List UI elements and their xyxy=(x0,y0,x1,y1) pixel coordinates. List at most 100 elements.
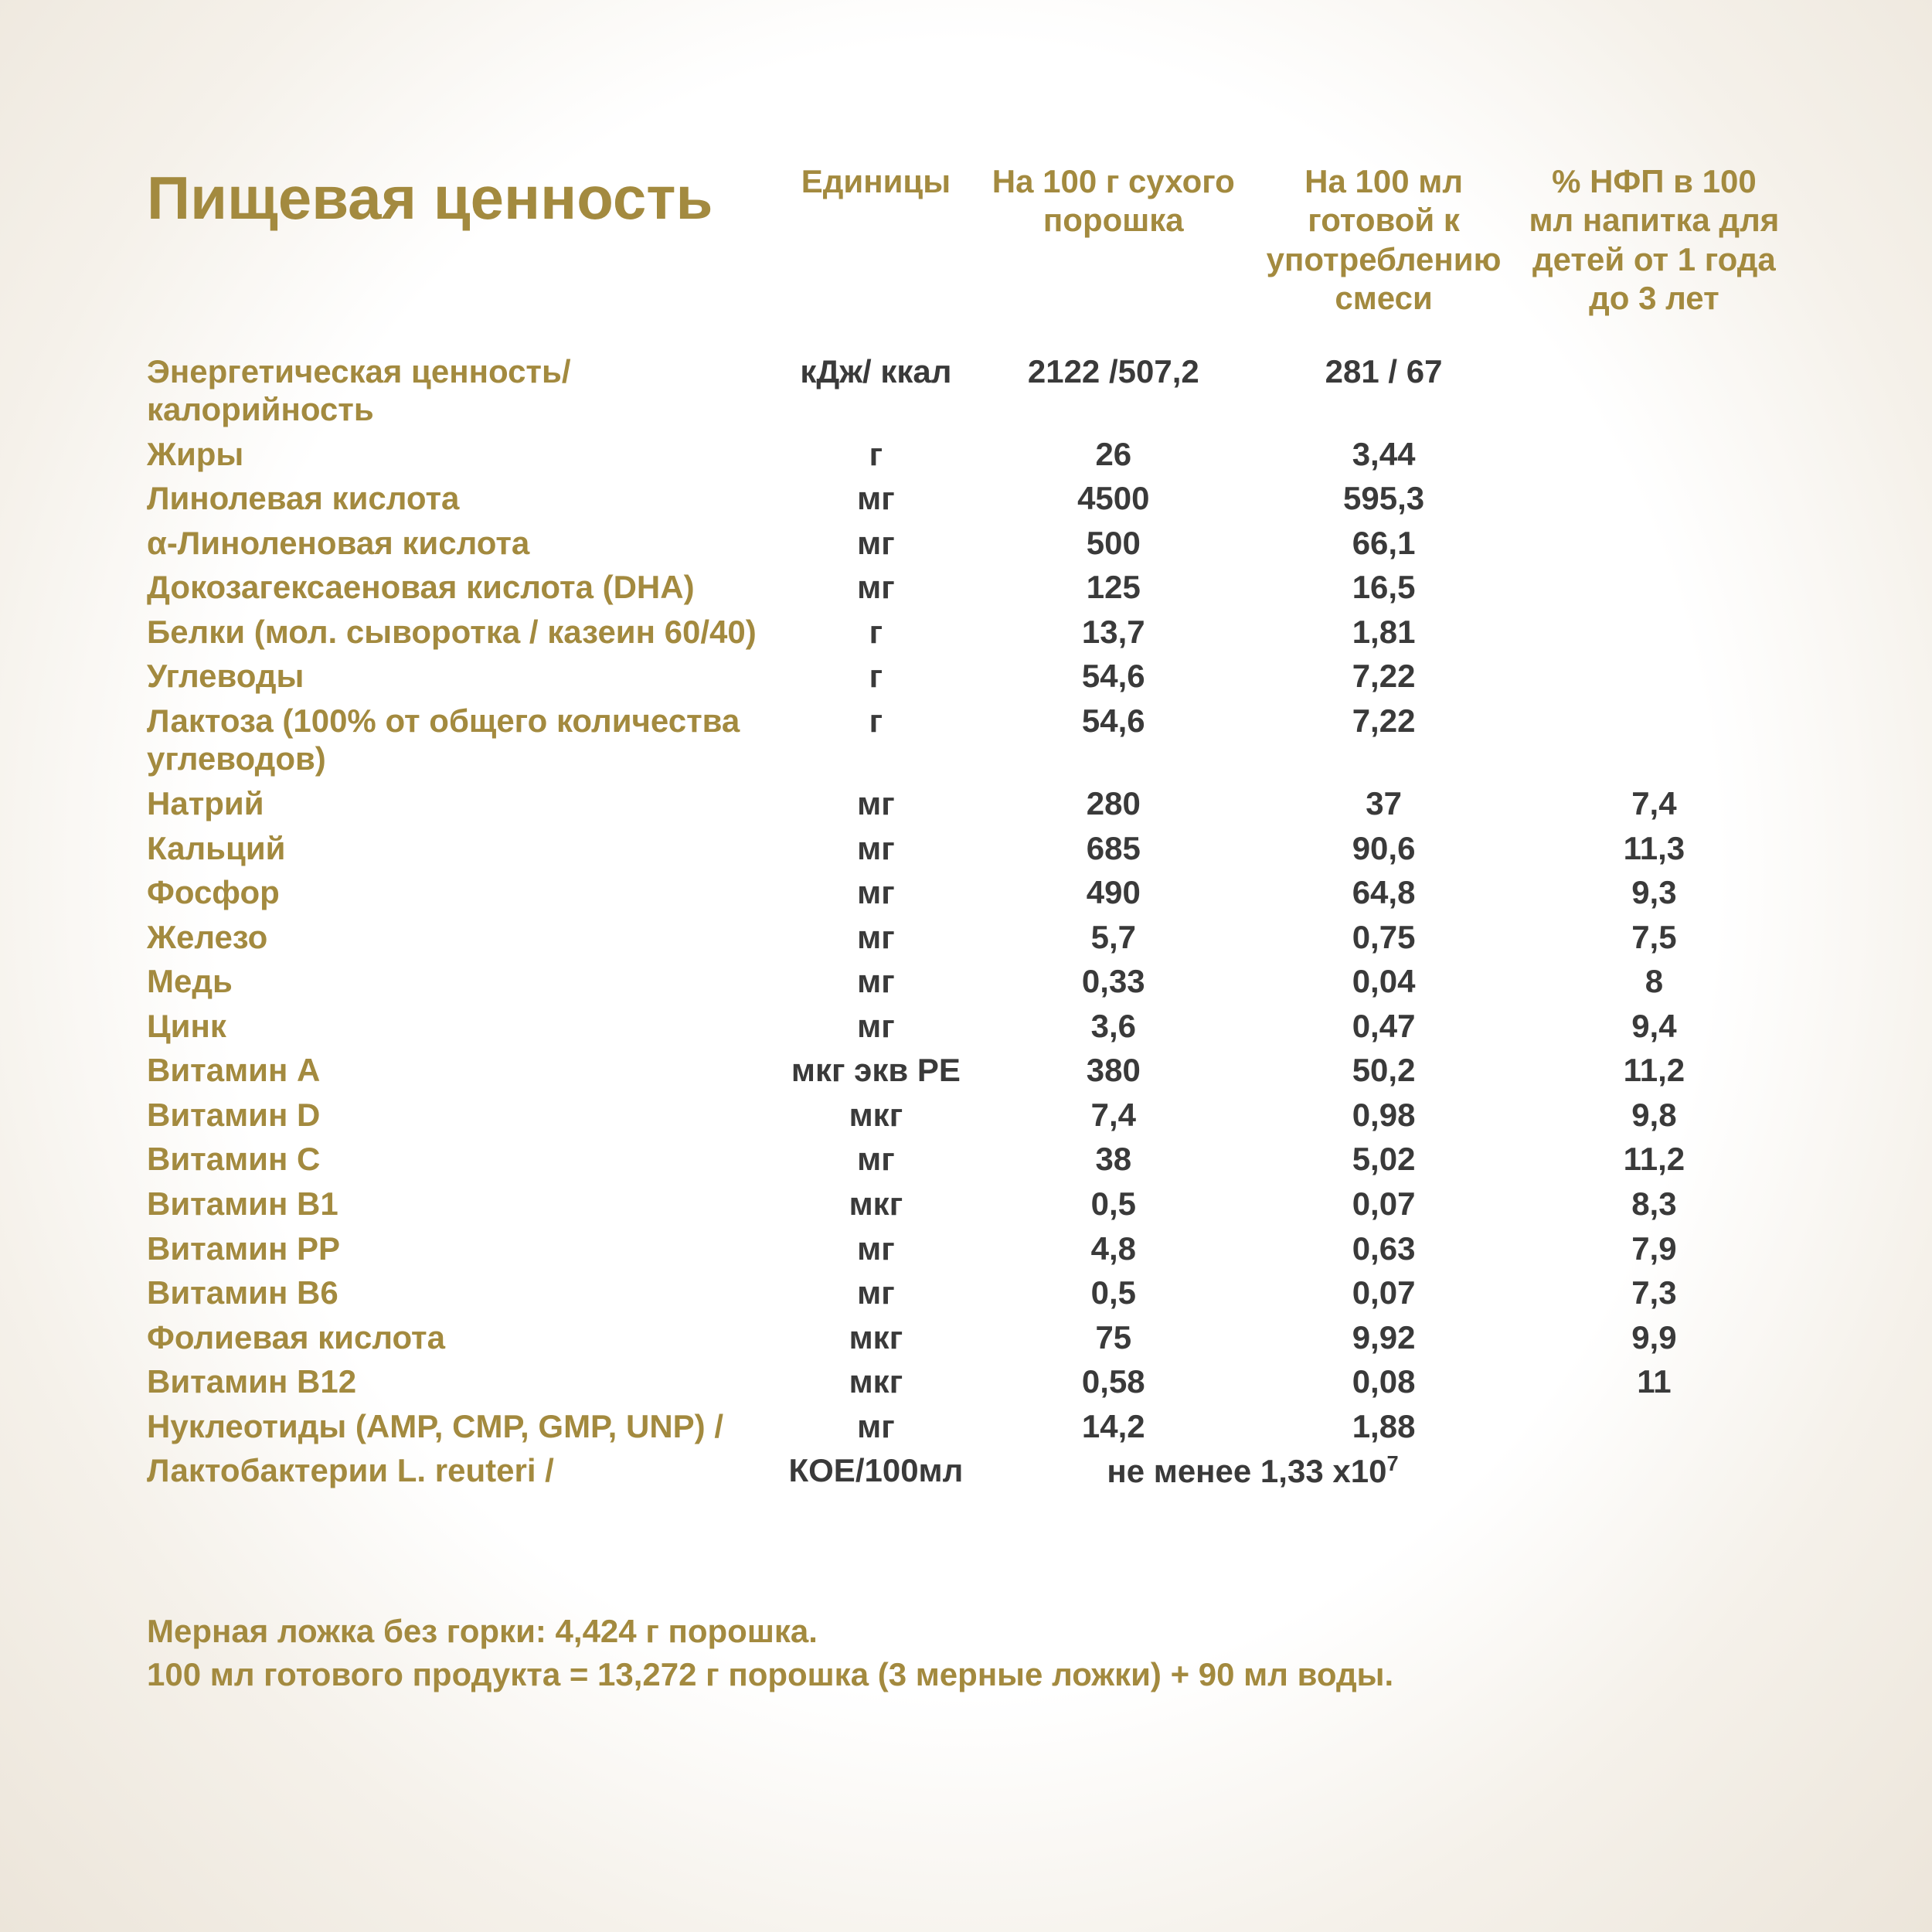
nutrient-value-per100ml: 1,88 xyxy=(1244,1404,1522,1449)
nutrient-value-per100ml: 16,5 xyxy=(1244,565,1522,610)
nutrient-value-per100g: 685 xyxy=(982,826,1244,871)
footer-notes: Мерная ложка без горки: 4,424 г порошка.… xyxy=(147,1610,1785,1697)
nutrient-name: Витамин А xyxy=(147,1048,770,1093)
nutrient-value-nfp xyxy=(1523,1448,1785,1494)
nutrient-name: Лактобактерии L. reuteri / xyxy=(147,1448,770,1494)
nutrient-value-nfp xyxy=(1523,610,1785,655)
col-per100g-header: На 100 г сухого порошка xyxy=(982,162,1244,349)
nutrient-unit: мг xyxy=(770,1404,983,1449)
nutrient-value-per100g: 14,2 xyxy=(982,1404,1244,1449)
nutrient-unit: мг xyxy=(770,1004,983,1049)
nutrient-unit: мкг xyxy=(770,1182,983,1226)
nutrient-value-per100g: 3,6 xyxy=(982,1004,1244,1049)
nutrient-value-per100ml: 0,08 xyxy=(1244,1359,1522,1404)
nutrient-value-per100ml: 1,81 xyxy=(1244,610,1522,655)
nutrient-value-per100ml: 7,22 xyxy=(1244,699,1522,781)
nutrient-value-per100ml: 595,3 xyxy=(1244,476,1522,521)
nutrient-value-nfp: 9,3 xyxy=(1523,870,1785,915)
nutrient-name: Медь xyxy=(147,959,770,1004)
nutrient-value-nfp: 7,3 xyxy=(1523,1270,1785,1315)
nutrient-value-per100g: 280 xyxy=(982,781,1244,826)
nutrient-name: Витамин В12 xyxy=(147,1359,770,1404)
nutrient-value-per100ml: 5,02 xyxy=(1244,1137,1522,1182)
nutrition-page: Пищевая ценность Единицы На 100 г сухого… xyxy=(0,0,1932,1932)
col-per100ml-header: На 100 мл готовой к употреблению смеси xyxy=(1244,162,1522,349)
nutrient-value-per100g: 380 xyxy=(982,1048,1244,1093)
table-header-row: Пищевая ценность Единицы На 100 г сухого… xyxy=(147,162,1785,349)
nutrient-value-per100ml: 0,07 xyxy=(1244,1270,1522,1315)
nutrient-value-per100g: 125 xyxy=(982,565,1244,610)
table-row: Витамин Амкг экв РЕ38050,211,2 xyxy=(147,1048,1785,1093)
table-row: Углеводыг54,67,22 xyxy=(147,654,1785,699)
table-row: Кальциймг68590,611,3 xyxy=(147,826,1785,871)
nutrition-table: Пищевая ценность Единицы На 100 г сухого… xyxy=(147,162,1785,1494)
nutrient-unit: г xyxy=(770,654,983,699)
nutrient-value-nfp: 11 xyxy=(1523,1359,1785,1404)
nutrient-unit: г xyxy=(770,699,983,781)
table-row: Белки (мол. сыворотка / казеин 60/40)г13… xyxy=(147,610,1785,655)
nutrient-value-nfp xyxy=(1523,1404,1785,1449)
nutrient-value-nfp xyxy=(1523,699,1785,781)
table-body: Энергетическая ценность/ калорийностькДж… xyxy=(147,349,1785,1494)
footer-line-2: 100 мл готового продукта = 13,272 г поро… xyxy=(147,1653,1785,1697)
table-row: Цинкмг3,60,479,4 xyxy=(147,1004,1785,1049)
table-row: Витамин В12мкг0,580,0811 xyxy=(147,1359,1785,1404)
nutrient-name: Цинк xyxy=(147,1004,770,1049)
nutrient-value-per100g: 4,8 xyxy=(982,1226,1244,1271)
nutrient-name: Докозагексаеновая кислота (DHA) xyxy=(147,565,770,610)
nutrient-unit: кДж/ ккал xyxy=(770,349,983,432)
table-row: Витамин В6мг0,50,077,3 xyxy=(147,1270,1785,1315)
nutrient-name: Витамин С xyxy=(147,1137,770,1182)
nutrient-value-nfp: 7,5 xyxy=(1523,915,1785,960)
nutrient-value-per100g: 2122 /507,2 xyxy=(982,349,1244,432)
table-row: Лактобактерии L. reuteri /КОЕ/100млне ме… xyxy=(147,1448,1785,1494)
nutrient-value-nfp: 9,9 xyxy=(1523,1315,1785,1360)
table-row: Витамин РРмг4,80,637,9 xyxy=(147,1226,1785,1271)
nutrient-unit: мкг xyxy=(770,1359,983,1404)
nutrient-unit: мкг экв РЕ xyxy=(770,1048,983,1093)
nutrient-value-per100ml: 3,44 xyxy=(1244,432,1522,477)
nutrient-unit: мг xyxy=(770,870,983,915)
nutrient-value-per100g: 490 xyxy=(982,870,1244,915)
table-row: Железомг5,70,757,5 xyxy=(147,915,1785,960)
nutrient-value-nfp xyxy=(1523,349,1785,432)
nutrient-name: Углеводы xyxy=(147,654,770,699)
nutrient-value-per100g: 500 xyxy=(982,521,1244,566)
nutrient-unit: мг xyxy=(770,521,983,566)
nutrient-unit: мкг xyxy=(770,1093,983,1138)
nutrient-value-per100ml: 0,98 xyxy=(1244,1093,1522,1138)
nutrient-value-nfp: 9,8 xyxy=(1523,1093,1785,1138)
nutrient-unit: мг xyxy=(770,959,983,1004)
nutrient-value-per100g: 75 xyxy=(982,1315,1244,1360)
table-row: Фосформг49064,89,3 xyxy=(147,870,1785,915)
nutrient-value-per100ml: 7,22 xyxy=(1244,654,1522,699)
nutrient-value-per100g: 54,6 xyxy=(982,654,1244,699)
nutrient-value-nfp: 9,4 xyxy=(1523,1004,1785,1049)
table-row: Жирыг263,44 xyxy=(147,432,1785,477)
nutrient-name: Железо xyxy=(147,915,770,960)
nutrient-name: α-Линоленовая кислота xyxy=(147,521,770,566)
nutrient-value-nfp xyxy=(1523,476,1785,521)
table-row: Натриймг280377,4 xyxy=(147,781,1785,826)
table-row: Витамин В1мкг0,50,078,3 xyxy=(147,1182,1785,1226)
nutrient-value-nfp xyxy=(1523,521,1785,566)
nutrient-value-nfp xyxy=(1523,432,1785,477)
nutrient-name: Фосфор xyxy=(147,870,770,915)
nutrient-value-per100g: 54,6 xyxy=(982,699,1244,781)
nutrient-name: Лактоза (100% от общего количества углев… xyxy=(147,699,770,781)
nutrient-value-per100ml: 9,92 xyxy=(1244,1315,1522,1360)
nutrient-value-nfp: 11,2 xyxy=(1523,1137,1785,1182)
table-row: Фолиевая кислотамкг759,929,9 xyxy=(147,1315,1785,1360)
nutrient-unit: мг xyxy=(770,1270,983,1315)
col-nfp-header: % НФП в 100 мл напитка для детей от 1 го… xyxy=(1523,162,1785,349)
nutrient-value-nfp: 11,3 xyxy=(1523,826,1785,871)
table-row: Докозагексаеновая кислота (DHA)мг12516,5 xyxy=(147,565,1785,610)
nutrient-name: Витамин В1 xyxy=(147,1182,770,1226)
nutrient-value-nfp: 8,3 xyxy=(1523,1182,1785,1226)
nutrient-unit: мг xyxy=(770,915,983,960)
nutrient-value-nfp xyxy=(1523,654,1785,699)
nutrient-value-per100ml: 37 xyxy=(1244,781,1522,826)
nutrient-value-per100ml: 0,75 xyxy=(1244,915,1522,960)
table-row: α-Линоленовая кислотамг50066,1 xyxy=(147,521,1785,566)
nutrient-value-nfp: 8 xyxy=(1523,959,1785,1004)
